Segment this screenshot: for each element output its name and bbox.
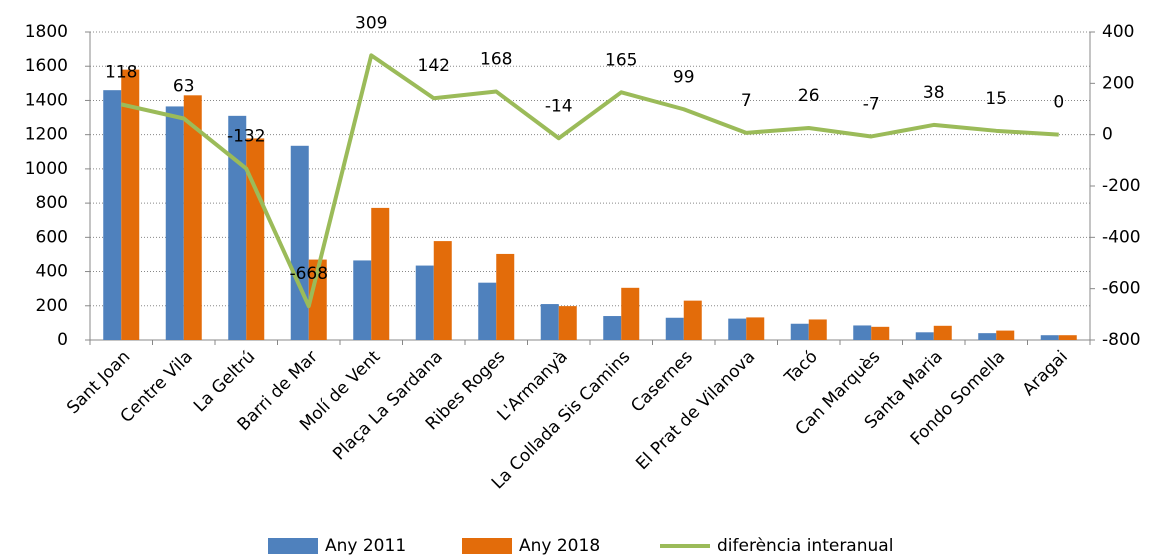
bar [228,115,247,340]
bar [478,282,497,340]
y-tick-label: 1600 [25,56,68,76]
y-tick-label: 200 [36,296,68,316]
bar [853,325,872,340]
bar [871,326,890,340]
bar [933,325,952,340]
y-tick-label: 1000 [25,159,68,179]
bar [915,332,934,340]
data-label: 168 [480,50,512,70]
bar [1040,335,1059,340]
legend-label: diferència interanual [717,536,893,556]
bar [415,265,434,340]
data-label: 7 [741,91,752,111]
bar [290,145,309,340]
data-label: 26 [798,86,820,106]
x-tick-label: Tacó [780,347,822,389]
data-label: 118 [105,62,137,82]
y2-tick-label: 400 [1102,22,1134,42]
bar [165,106,184,340]
data-label: -132 [227,127,266,147]
y-tick-label: 1800 [25,22,68,42]
line [120,53,1059,309]
y2-tick-label: -800 [1102,330,1141,350]
y-tick-label: 600 [36,227,68,247]
bar [246,138,265,340]
legend-swatch [462,538,512,554]
data-label: 0 [1053,93,1064,113]
legend-label: Any 2018 [519,536,600,556]
y2-tick-label: -200 [1102,176,1141,196]
data-label: -14 [545,96,573,116]
legend-label: Any 2011 [325,536,406,556]
bar [683,300,702,340]
bar [353,260,372,340]
data-label: 38 [923,83,945,103]
data-label: -7 [863,94,880,114]
bar [558,306,577,340]
legend-swatch [268,538,318,554]
bar [371,207,390,340]
bar [790,323,809,340]
y-tick-label: 0 [57,330,68,350]
bar [728,318,747,340]
data-label: 309 [355,13,387,33]
bar [603,316,622,340]
y-tick-label: 800 [36,193,68,213]
x-tick-label: Aragai [1019,347,1072,400]
data-label: 99 [673,67,695,87]
y-tick-label: 1200 [25,125,68,145]
y2-tick-label: 200 [1102,73,1134,93]
bar [540,304,559,340]
data-label: 63 [173,76,195,96]
bar [978,333,997,340]
bar [496,253,515,340]
y2-tick-label: -600 [1102,279,1141,299]
data-label: 142 [418,56,450,76]
bar [183,95,202,340]
bar [746,317,765,340]
bar [103,90,122,340]
y2-tick-label: -400 [1102,227,1141,247]
bar [121,69,140,341]
x-tick-label: Plaça La Sardana [329,347,446,464]
bar [665,317,684,340]
bar [433,241,452,340]
bar [996,330,1015,340]
bar [1058,335,1077,340]
x-tick-label: El Prat de Vilanova [632,347,759,474]
data-label: 15 [985,89,1007,109]
y-tick-label: 1400 [25,90,68,110]
data-label: 165 [605,50,637,70]
y2-tick-label: 0 [1102,125,1113,145]
data-label: -668 [289,264,328,284]
bar [621,287,640,340]
bar [808,319,827,340]
y-tick-label: 400 [36,262,68,282]
bar [308,259,327,340]
